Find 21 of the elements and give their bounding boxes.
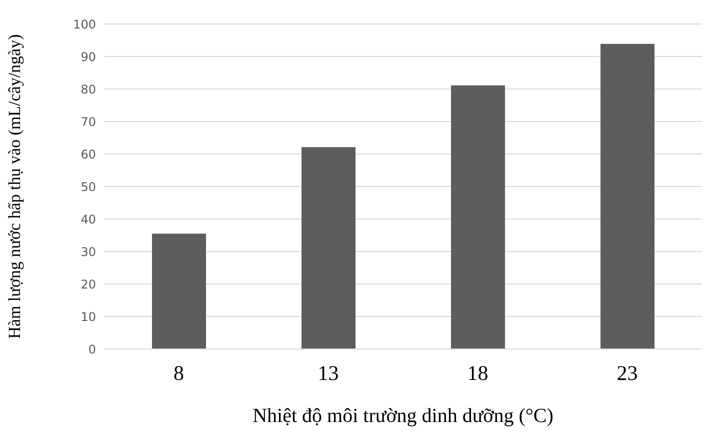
- bar: [600, 44, 654, 349]
- x-tick-label: 23: [616, 360, 638, 385]
- bar: [451, 85, 505, 349]
- x-tick-label: 13: [318, 360, 339, 385]
- y-tick-label: 90: [80, 50, 96, 64]
- y-tick-label: 10: [80, 310, 96, 324]
- bar: [152, 234, 206, 349]
- x-tick-label: 18: [467, 360, 488, 385]
- x-tick-label: 8: [174, 360, 184, 385]
- x-axis-title: Nhiệt độ môi trường dinh dưỡng (°C): [252, 405, 554, 427]
- y-tick-label: 20: [80, 277, 96, 292]
- y-tick-label: 50: [80, 180, 96, 194]
- y-tick-label: 40: [80, 212, 96, 226]
- y-tick-label: 60: [80, 147, 96, 162]
- y-tick-label: 30: [80, 244, 96, 259]
- y-tick-label: 80: [80, 82, 96, 96]
- bar: [302, 147, 356, 349]
- y-tick-label: 100: [73, 17, 96, 32]
- y-axis-title: Hàm lượng nước hấp thụ vào (mL/cây/ngày): [5, 34, 24, 339]
- y-tick-label: 70: [80, 114, 96, 129]
- y-tick-label: 0: [88, 342, 96, 356]
